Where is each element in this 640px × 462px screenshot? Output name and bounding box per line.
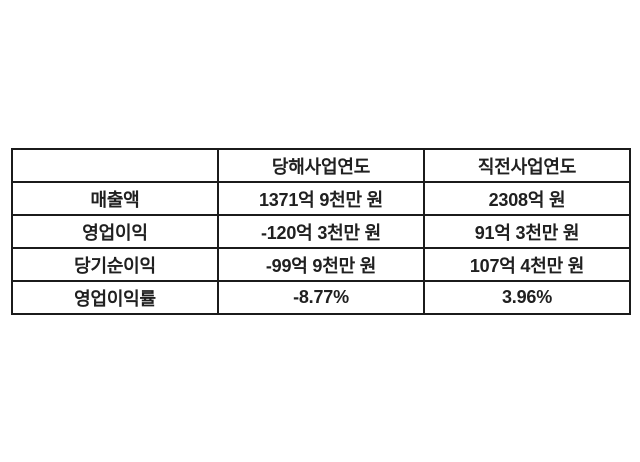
revenue-previous-value: 2308억 원 — [423, 181, 631, 216]
revenue-current-value: 1371억 9천만 원 — [217, 181, 425, 216]
financial-summary-table: 당해사업연도 직전사업연도 매출액 1371억 9천만 원 2308억 원 영업… — [11, 148, 631, 315]
row-label-revenue: 매출액 — [11, 181, 219, 216]
operating-margin-current-value: -8.77% — [217, 280, 425, 315]
table-header-row: 당해사업연도 직전사업연도 — [11, 148, 631, 183]
table-header: 당해사업연도 직전사업연도 — [11, 148, 631, 183]
operating-profit-previous-value: 91억 3천만 원 — [423, 214, 631, 249]
table-row-operating-profit: 영업이익 -120억 3천만 원 91억 3천만 원 — [11, 214, 631, 249]
header-empty-cell — [11, 148, 219, 183]
header-previous-fiscal-year: 직전사업연도 — [423, 148, 631, 183]
net-income-current-value: -99억 9천만 원 — [217, 247, 425, 282]
row-label-operating-profit: 영업이익 — [11, 214, 219, 249]
operating-profit-current-value: -120억 3천만 원 — [217, 214, 425, 249]
table-row-net-income: 당기순이익 -99억 9천만 원 107억 4천만 원 — [11, 247, 631, 282]
row-label-operating-margin: 영업이익률 — [11, 280, 219, 315]
operating-margin-previous-value: 3.96% — [423, 280, 631, 315]
table-row-operating-margin: 영업이익률 -8.77% 3.96% — [11, 280, 631, 315]
header-current-fiscal-year: 당해사업연도 — [217, 148, 425, 183]
table-row-revenue: 매출액 1371억 9천만 원 2308억 원 — [11, 181, 631, 216]
table-body: 매출액 1371억 9천만 원 2308억 원 영업이익 -120억 3천만 원… — [11, 181, 631, 315]
net-income-previous-value: 107억 4천만 원 — [423, 247, 631, 282]
row-label-net-income: 당기순이익 — [11, 247, 219, 282]
